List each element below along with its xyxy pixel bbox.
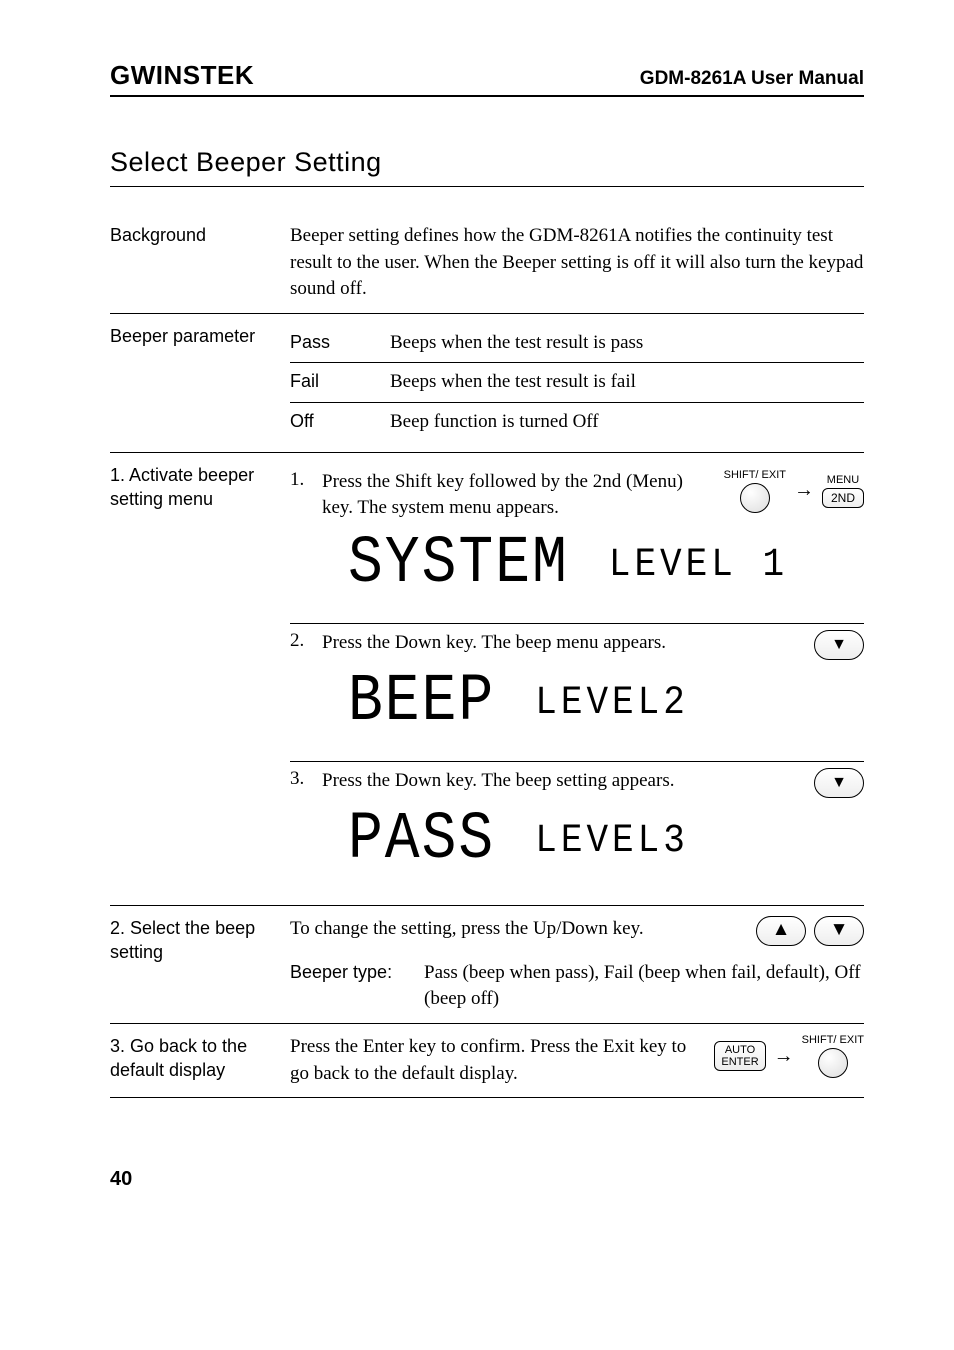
seg-display-large: BEEP: [348, 665, 495, 740]
row-go-back: 3. Go back to the default display Press …: [110, 1024, 864, 1098]
beeper-type-label: Beeper type:: [290, 960, 410, 985]
beeper-type-text: Pass (beep when pass), Fail (beep when f…: [424, 960, 864, 1013]
param-key: Off: [290, 409, 390, 436]
select-beep-keys: ▲ ▼: [748, 916, 864, 946]
step-keys: SHIFT/ EXIT → MENU 2ND: [716, 469, 864, 513]
row-background: Background Beeper setting defines how th…: [110, 213, 864, 314]
step-text: Press the Shift key followed by the 2nd …: [322, 469, 716, 522]
arrow-right-icon: →: [774, 1042, 794, 1070]
up-button[interactable]: ▲: [756, 916, 806, 946]
key-label-shift-exit: SHIFT/ EXIT: [724, 469, 786, 481]
key-auto-label: AUTO: [725, 1044, 755, 1056]
step-num: 1.: [290, 469, 310, 605]
label-activate: 1. Activate beeper setting menu: [110, 463, 290, 512]
display-row-3: PASS LEVEL3: [322, 798, 864, 881]
seg-display-small: LEVEL2: [535, 680, 689, 725]
param-val: Beep function is turned Off: [390, 409, 864, 436]
shift-exit-button[interactable]: [740, 483, 770, 513]
down-icon: ▼: [831, 636, 847, 654]
param-row: Pass Beeps when the test result is pass: [290, 324, 864, 364]
seg-display-small: LEVEL 1: [609, 542, 788, 587]
seg-display-large: SYSTEM: [348, 527, 569, 602]
param-row: Off Beep function is turned Off: [290, 403, 864, 442]
beeper-type-row: Beeper type: Pass (beep when pass), Fail…: [290, 954, 864, 1013]
step-1: 1. Press the Shift key followed by the 2…: [290, 463, 864, 619]
key-enter-label: ENTER: [721, 1056, 758, 1068]
seg-display-large: PASS: [348, 803, 495, 878]
key-label-shift-exit: SHIFT/ EXIT: [802, 1034, 864, 1046]
steps-activate: 1. Press the Shift key followed by the 2…: [290, 463, 864, 895]
up-icon: ▲: [772, 917, 791, 944]
select-beep-text: To change the setting, press the Up/Down…: [290, 916, 748, 943]
down-button[interactable]: ▼: [814, 630, 864, 660]
down-icon: ▼: [830, 917, 849, 944]
param-key: Pass: [290, 330, 390, 357]
key-label-menu: MENU: [827, 474, 859, 486]
step-text: Press the Down key. The beep setting app…: [322, 768, 806, 795]
display-row-1: SYSTEM LEVEL 1: [322, 522, 864, 605]
down-icon: ▼: [831, 774, 847, 792]
row-beeper-parameter: Beeper parameter Pass Beeps when the tes…: [110, 314, 864, 453]
brand-logo: GWINSTEK: [110, 60, 254, 91]
label-beeper-parameter: Beeper parameter: [110, 324, 290, 348]
step-keys: ▼: [806, 768, 864, 798]
go-back-keys: AUTO ENTER → SHIFT/ EXIT: [706, 1034, 864, 1078]
second-menu-button[interactable]: 2ND: [822, 488, 864, 508]
go-back-text: Press the Enter key to confirm. Press th…: [290, 1034, 706, 1087]
param-row: Fail Beeps when the test result is fail: [290, 363, 864, 403]
brand-text: GWINSTEK: [110, 60, 254, 90]
down-button[interactable]: ▼: [814, 916, 864, 946]
text-background: Beeper setting defines how the GDM-8261A…: [290, 223, 864, 303]
step-3: 3. Press the Down key. The beep setting …: [290, 762, 864, 895]
label-go-back: 3. Go back to the default display: [110, 1034, 290, 1083]
label-select-beep: 2. Select the beep setting: [110, 916, 290, 965]
beeper-param-table: Pass Beeps when the test result is pass …: [290, 324, 864, 442]
step-num: 3.: [290, 768, 310, 881]
step-num: 2.: [290, 630, 310, 743]
page-header: GWINSTEK GDM-8261A User Manual: [110, 60, 864, 97]
param-val: Beeps when the test result is pass: [390, 330, 864, 357]
arrow-right-icon: →: [794, 479, 814, 502]
param-val: Beeps when the test result is fail: [390, 369, 864, 396]
page: GWINSTEK GDM-8261A User Manual Select Be…: [0, 0, 954, 1251]
auto-enter-button[interactable]: AUTO ENTER: [714, 1041, 765, 1071]
step-text: Press the Down key. The beep menu appear…: [322, 630, 806, 657]
step-2: 2. Press the Down key. The beep menu app…: [290, 624, 864, 757]
page-number: 40: [110, 1168, 864, 1191]
param-key: Fail: [290, 369, 390, 396]
label-background: Background: [110, 223, 290, 247]
manual-title: GDM-8261A User Manual: [640, 68, 864, 90]
key-2nd-label: 2ND: [831, 491, 855, 505]
row-select-beep: 2. Select the beep setting To change the…: [110, 906, 864, 1024]
display-row-2: BEEP LEVEL2: [322, 660, 864, 743]
shift-exit-button[interactable]: [818, 1048, 848, 1078]
row-activate: 1. Activate beeper setting menu 1. Press…: [110, 453, 864, 906]
down-button[interactable]: ▼: [814, 768, 864, 798]
step-keys: ▼: [806, 630, 864, 660]
seg-display-small: LEVEL3: [535, 818, 689, 863]
section-title: Select Beeper Setting: [110, 147, 864, 187]
